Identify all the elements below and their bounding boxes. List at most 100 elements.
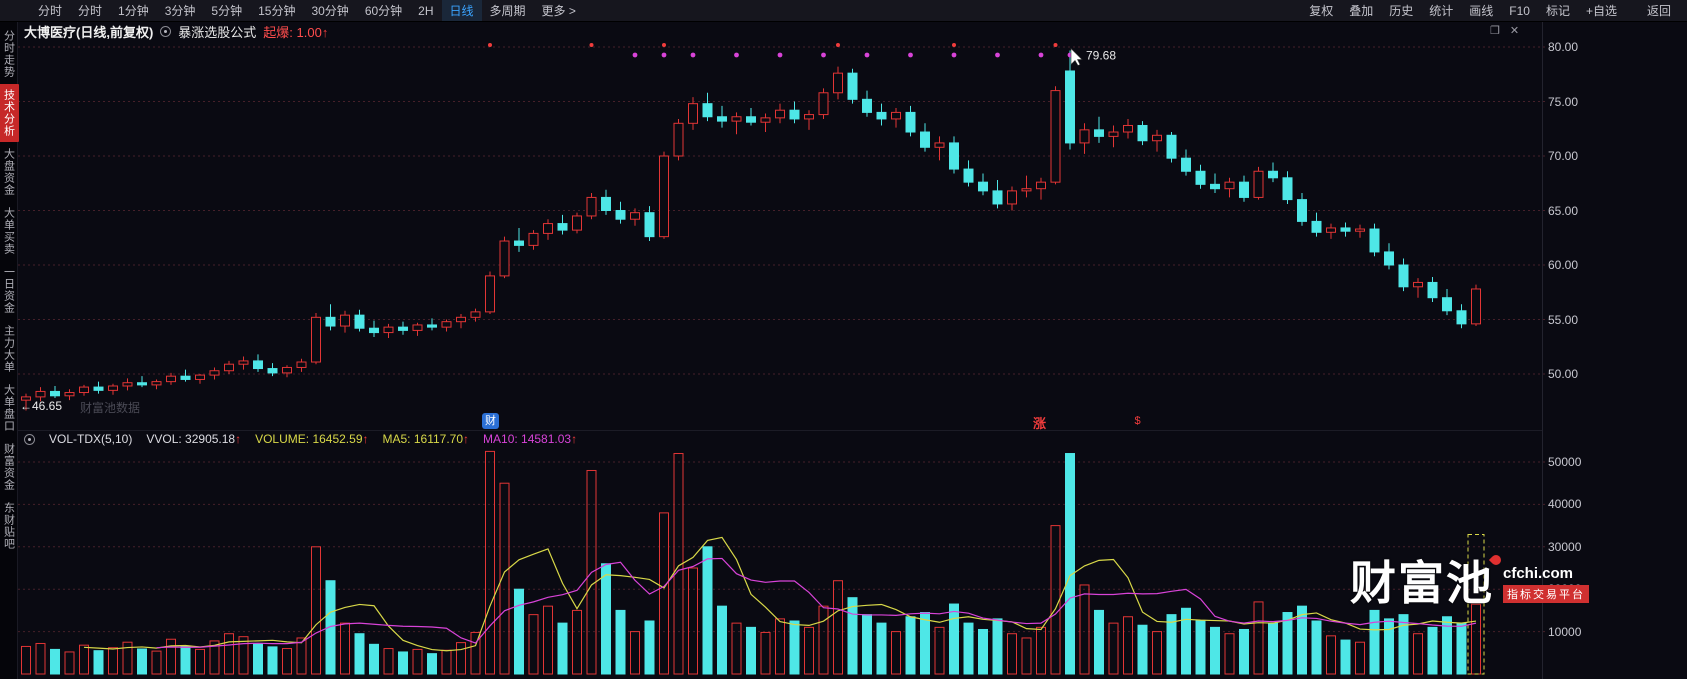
volume-bar bbox=[528, 614, 539, 675]
volume-bar bbox=[108, 647, 118, 675]
volume-bar bbox=[1268, 622, 1278, 675]
candle-body bbox=[340, 314, 350, 327]
sidebar-item-7[interactable]: 财富资金 bbox=[2, 443, 15, 491]
candle-body bbox=[1297, 199, 1307, 222]
volume-bar bbox=[1355, 641, 1365, 675]
volume-bar bbox=[717, 605, 727, 675]
candle-body bbox=[543, 223, 553, 234]
candle-body bbox=[1355, 228, 1365, 232]
volume-bar bbox=[180, 645, 191, 675]
volume-bar bbox=[1123, 616, 1133, 675]
volume-bar bbox=[891, 631, 901, 675]
ma10-text: MA10: 14581.03 bbox=[483, 432, 572, 446]
candle-body bbox=[1152, 134, 1162, 142]
toolbar-right-item-2[interactable]: 历史 bbox=[1389, 4, 1414, 18]
toolbar-right-item-1[interactable]: 叠加 bbox=[1349, 4, 1374, 18]
sidebar-item-2[interactable]: 大盘资金 bbox=[2, 148, 15, 196]
toolbar-right-item-3[interactable]: 统计 bbox=[1429, 4, 1454, 18]
candle-body bbox=[572, 215, 582, 231]
cfchi-logo: 财富池 cfchi.com 指标交易平台 bbox=[1350, 560, 1589, 606]
toolbar-left-item-2[interactable]: 1分钟 bbox=[118, 4, 149, 18]
candle-body bbox=[644, 212, 655, 238]
volume-bar bbox=[1427, 626, 1438, 675]
toolbar-left: 分时 分时 1分钟 3分钟 5分钟 15分钟 30分钟 60分钟 2H 日线 多周期 更多 > bbox=[0, 0, 584, 21]
toolbar-left-item-5[interactable]: 15分钟 bbox=[258, 4, 296, 18]
sidebar-item-3[interactable]: 大单买卖 bbox=[2, 207, 15, 255]
ma5-value: MA5: 16117.70↑ bbox=[383, 432, 470, 446]
volume-bar bbox=[1442, 616, 1452, 675]
volume-chart[interactable] bbox=[18, 448, 1548, 678]
volume-indicator-toggle-icon[interactable] bbox=[24, 433, 35, 445]
mouse-cursor-icon bbox=[1070, 47, 1083, 66]
toolbar-left-item-1[interactable]: 分时 bbox=[78, 4, 103, 18]
toolbar-left-item-7[interactable]: 60分钟 bbox=[364, 4, 403, 18]
volume-bar bbox=[905, 616, 916, 675]
price-tick-label: 65.00 bbox=[1548, 203, 1579, 218]
logo-brand-text: 财富池 bbox=[1350, 557, 1494, 609]
toolbar-left-item-6[interactable]: 30分钟 bbox=[311, 4, 349, 18]
candle-body bbox=[528, 232, 539, 246]
volume-bar bbox=[978, 628, 988, 675]
candle-body bbox=[673, 122, 684, 157]
volume-bar bbox=[282, 648, 292, 675]
kline-chart[interactable]: 79.68 bbox=[18, 40, 1548, 416]
candle-body bbox=[1123, 124, 1133, 133]
candle-body bbox=[267, 368, 278, 374]
toolbar-left-item-9[interactable]: 日线 bbox=[441, 0, 482, 21]
toolbar-left-item-3[interactable]: 3分钟 bbox=[164, 4, 196, 18]
candle-body bbox=[137, 382, 147, 386]
formula-name[interactable]: 暴涨选股公式 bbox=[178, 24, 257, 40]
sidebar-item-8[interactable]: 东财贴吧 bbox=[2, 502, 15, 550]
toolbar-right-item-7[interactable]: +自选 bbox=[1585, 4, 1617, 18]
toolbar-left-item-11[interactable]: 更多 > bbox=[541, 4, 576, 18]
volume-bar bbox=[949, 603, 959, 675]
volume-bar bbox=[731, 622, 742, 675]
toolbar-right-item-4[interactable]: 画线 bbox=[1469, 4, 1494, 18]
sidebar-item-5[interactable]: 主力大单 bbox=[2, 325, 15, 373]
popout-icon[interactable]: ❐ bbox=[1490, 25, 1500, 37]
sidebar-item-0[interactable]: 分时走势 bbox=[2, 30, 15, 78]
candle-body bbox=[1239, 181, 1249, 198]
logo-tagline: 指标交易平台 bbox=[1503, 585, 1589, 603]
volume-indicator-name[interactable]: VOL-TDX(5,10) bbox=[49, 432, 133, 446]
candle-body bbox=[746, 116, 756, 123]
candle-body bbox=[151, 381, 162, 386]
volume-bar bbox=[1036, 626, 1046, 675]
sidebar-item-6[interactable]: 大单盘口 bbox=[2, 384, 15, 432]
volume-bar bbox=[1239, 628, 1249, 675]
volume-ma5-line bbox=[83, 536, 1477, 652]
toolbar-right-item-0[interactable]: 复权 bbox=[1309, 4, 1334, 18]
volume-bar bbox=[1007, 633, 1017, 675]
sidebar-item-4[interactable]: 一日资金 bbox=[2, 266, 15, 314]
toolbar-right-item-5[interactable]: F10 bbox=[1509, 3, 1530, 18]
toolbar-right-item-8[interactable]: 返回 bbox=[1646, 4, 1671, 18]
toolbar-left-item-4[interactable]: 5分钟 bbox=[211, 4, 243, 18]
candle-body bbox=[586, 196, 597, 217]
toolbar-right-item-6[interactable]: 标记 bbox=[1545, 4, 1570, 18]
toolbar-left-item-8[interactable]: 2H bbox=[418, 3, 434, 18]
candle-body bbox=[499, 240, 510, 277]
candle-body bbox=[1326, 227, 1336, 233]
candle-body bbox=[804, 114, 814, 120]
close-icon[interactable]: ✕ bbox=[1509, 25, 1520, 37]
volume-bar bbox=[630, 631, 640, 675]
toolbar-left-item-10[interactable]: 多周期 bbox=[489, 4, 526, 18]
candle-body bbox=[717, 116, 727, 122]
volume-bar bbox=[1166, 614, 1177, 675]
sidebar: 分时走势技术分析大盘资金大单买卖一日资金主力大单大单盘口财富资金东财贴吧 bbox=[0, 22, 19, 679]
signal-dot-magenta bbox=[632, 52, 638, 58]
volume-bar bbox=[311, 546, 321, 675]
volume-bar bbox=[789, 620, 800, 675]
indicator-toggle-icon[interactable] bbox=[160, 25, 172, 37]
sidebar-item-1[interactable]: 技术分析 bbox=[0, 84, 19, 142]
volume-bar bbox=[1181, 607, 1191, 675]
volume-bar bbox=[659, 512, 669, 675]
volume-bar bbox=[253, 642, 263, 675]
stock-title: 大博医疗(日线,前复权) bbox=[24, 24, 154, 40]
candle-body bbox=[166, 375, 176, 383]
volume-bar bbox=[1137, 624, 1148, 675]
price-tick-label: 80.00 bbox=[1548, 40, 1579, 54]
pane-controls: ❐ ✕ bbox=[1490, 24, 1519, 37]
toolbar-left-item-0[interactable]: 分时 bbox=[38, 4, 63, 18]
candle-body bbox=[1413, 281, 1423, 288]
